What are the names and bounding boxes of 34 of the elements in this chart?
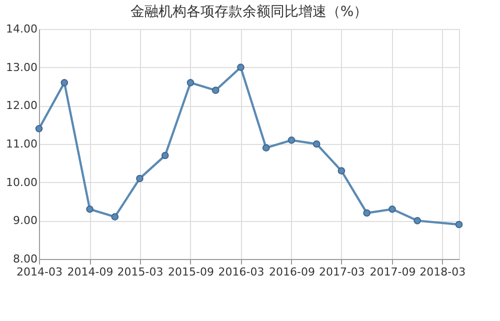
point [363, 209, 370, 217]
point [212, 86, 220, 94]
y-tick-label: 11.00 [6, 138, 38, 150]
point [262, 144, 270, 152]
y-tick-label: 10.00 [6, 176, 38, 189]
x-tick-label: 2014-09 [67, 266, 114, 278]
x-tick-label: 2015-09 [168, 266, 214, 278]
point [86, 206, 94, 213]
point [455, 220, 463, 228]
point [35, 125, 43, 132]
point [288, 136, 296, 144]
y-tick-label: 8.00 [13, 252, 38, 266]
y-tick-label: 14.00 [6, 22, 38, 36]
x-tick-label: 2017-03 [318, 266, 365, 278]
point [136, 174, 144, 182]
point [414, 217, 421, 224]
x-tick-label: 2016-09 [269, 266, 315, 278]
y-tick-label: 9.00 [13, 214, 38, 228]
x-tick-label: 2015-03 [117, 266, 164, 278]
y-tick-label: 12.00 [6, 99, 38, 112]
point [388, 206, 396, 213]
y-tick-label: 13.00 [6, 60, 38, 74]
point [161, 152, 169, 160]
x-tick-label: 2014-03 [16, 266, 62, 278]
point [186, 79, 194, 86]
x-tick-label: 2016-03 [218, 266, 264, 278]
x-tick-label: 2017-09 [370, 266, 416, 278]
point [312, 140, 320, 148]
chart-title: 金融机构各项存款余额同比增速（%） [130, 4, 368, 20]
point [60, 79, 68, 86]
point [338, 167, 346, 174]
point [111, 213, 119, 220]
x-tick-label: 2018-03 [420, 266, 466, 278]
point [237, 64, 244, 71]
